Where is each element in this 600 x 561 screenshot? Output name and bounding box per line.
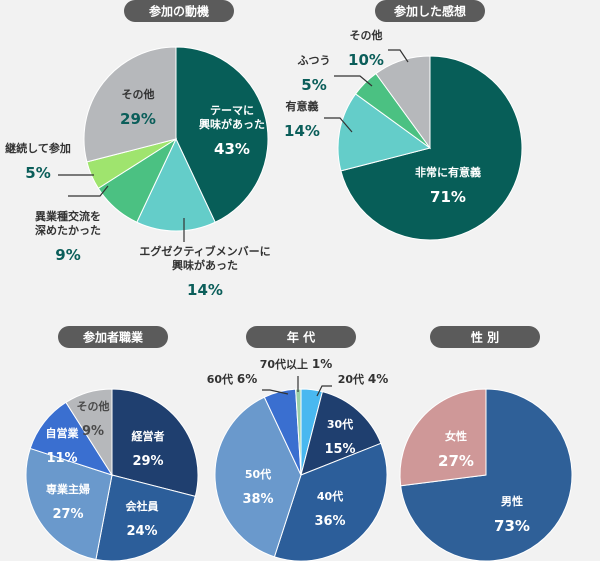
slice-percent: 24% xyxy=(126,524,157,539)
chart-title-pill xyxy=(430,326,540,348)
slice-percent: 43% xyxy=(214,140,250,158)
chart-title: 性 別 xyxy=(470,330,499,345)
slice-percent: 27% xyxy=(438,452,474,470)
pie-slice xyxy=(136,137,216,232)
slice-label: 経営者 xyxy=(132,429,165,443)
slice-label: 30代 xyxy=(327,417,353,431)
slice-percent: 5% xyxy=(25,164,50,182)
chart-title: 参加した感想 xyxy=(394,4,466,19)
slice-label: 50代 xyxy=(245,467,271,481)
leader-line xyxy=(334,75,373,87)
chart-title-pill xyxy=(246,326,356,348)
leader-line xyxy=(262,389,289,395)
slice-percent: 9% xyxy=(82,424,104,439)
slice-label: 興味があった xyxy=(199,117,265,131)
slice-label: 男性 xyxy=(501,494,523,508)
chart-title-pill xyxy=(375,0,485,22)
chart-title: 参加者職業 xyxy=(83,330,144,345)
pie-slice xyxy=(214,396,302,558)
pie-slice xyxy=(175,46,269,223)
slice-percent: 11% xyxy=(46,451,77,466)
slice-percent: 14% xyxy=(284,122,320,140)
pie-slice xyxy=(375,55,431,150)
chart-title: 年 代 xyxy=(287,330,315,345)
slice-label: 20代 4% xyxy=(338,372,389,386)
slice-percent: 10% xyxy=(348,51,384,69)
slice-percent: 27% xyxy=(52,507,83,522)
pie-slice xyxy=(340,55,523,241)
slice-label: 深めたかった xyxy=(35,223,101,237)
pie-slice xyxy=(25,447,113,561)
slice-percent: 4% xyxy=(368,372,388,386)
leader-line xyxy=(324,117,353,133)
chart-title-pill xyxy=(58,326,168,348)
slice-label: その他 xyxy=(350,28,383,42)
slice-label: 会社員 xyxy=(126,499,159,513)
slice-label: 60代 6% xyxy=(207,372,258,386)
slice-label: 継続して参加 xyxy=(5,141,71,155)
slice-percent: 15% xyxy=(324,442,355,457)
chart-title-pill xyxy=(124,0,234,22)
pie-slice xyxy=(83,46,177,163)
slice-percent: 71% xyxy=(430,188,466,206)
slice-label: テーマに xyxy=(210,104,254,117)
slice-label: 自営業 xyxy=(46,426,80,440)
slice-label: 非常に有意義 xyxy=(415,165,481,179)
slice-label: 専業主婦 xyxy=(46,482,90,496)
pie-slice xyxy=(65,388,113,477)
slice-percent: 36% xyxy=(314,514,345,529)
slice-label: その他 xyxy=(77,399,110,413)
slice-label: その他 xyxy=(122,87,155,101)
slice-percent: 29% xyxy=(132,454,163,469)
slice-label: 興味があった xyxy=(172,258,238,272)
slice-percent: 1% xyxy=(312,357,332,371)
leader-line xyxy=(68,185,109,197)
slice-label: ふつう xyxy=(298,54,331,67)
pie-slice xyxy=(337,93,432,172)
slice-label: 女性 xyxy=(445,429,467,443)
slice-label: 70代以上 1% xyxy=(260,357,333,371)
slice-percent: 6% xyxy=(237,372,257,386)
slice-label: 40代 xyxy=(317,489,343,503)
leader-line xyxy=(388,49,409,63)
chart-title: 参加の動機 xyxy=(149,4,209,19)
slice-percent: 73% xyxy=(494,517,530,535)
slice-percent: 9% xyxy=(55,246,80,264)
slice-percent: 38% xyxy=(242,492,273,507)
slice-label: 有意義 xyxy=(286,99,319,113)
pie-slice xyxy=(300,391,382,476)
pie-slice xyxy=(399,388,487,487)
slice-percent: 29% xyxy=(120,110,156,128)
leader-line xyxy=(316,385,332,397)
pie-slice xyxy=(111,388,199,497)
slice-percent: 14% xyxy=(187,281,223,299)
slice-label: エグゼクティブメンバーに xyxy=(139,244,270,258)
slice-percent: 5% xyxy=(301,76,326,94)
slice-label: 異業種交流を xyxy=(35,209,101,223)
